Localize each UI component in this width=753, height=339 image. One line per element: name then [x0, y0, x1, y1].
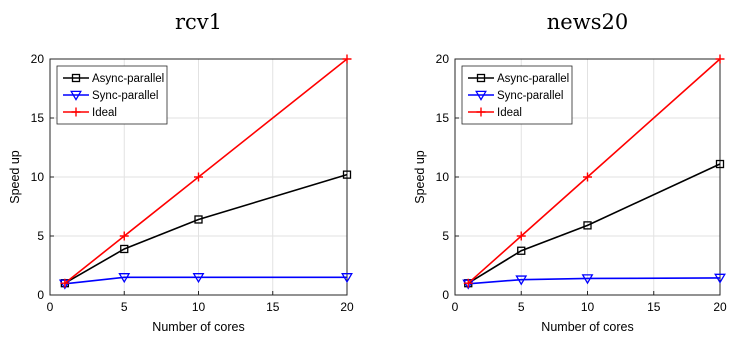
data-point-marker	[583, 172, 592, 182]
y-axis-label: Speed up	[8, 150, 22, 204]
data-point-marker	[120, 244, 129, 254]
legend-marker	[476, 73, 486, 83]
legend-entry-label: Async-parallel	[497, 73, 569, 85]
legend-entry-label: Ideal	[497, 107, 522, 119]
series-line-2	[467, 58, 721, 284]
x-tick-label: 20	[713, 300, 727, 314]
data-point-marker	[342, 170, 352, 179]
data-point-marker	[342, 54, 352, 64]
data-point-marker	[60, 278, 70, 288]
chart-panel: 0 5 10 15 20 0 5 10 15 20 rcv1 Number of cores Speed…	[8, 10, 354, 334]
x-tick-label: 0	[47, 300, 54, 314]
series-line-0	[467, 163, 721, 284]
series-line-0	[64, 173, 348, 284]
y-tick-label: 20	[31, 52, 45, 66]
y-tick-label: 10	[436, 170, 450, 184]
data-point-marker	[341, 273, 353, 284]
data-point-marker	[581, 274, 594, 285]
x-tick-label: 15	[266, 300, 280, 314]
data-point-marker	[714, 273, 726, 284]
y-tick-label: 5	[442, 229, 449, 243]
data-point-marker	[517, 246, 526, 255]
y-tick-label: 5	[37, 229, 44, 243]
y-tick-label: 15	[31, 111, 45, 125]
chart-title: news20	[547, 10, 628, 34]
x-tick-label: 20	[340, 300, 354, 314]
x-tick-label: 0	[452, 300, 459, 314]
y-axis-label: Speed up	[413, 150, 427, 204]
data-point-marker	[118, 273, 131, 284]
legend-marker	[71, 107, 81, 117]
x-axis-label: Number of cores	[541, 320, 633, 334]
legend-marker	[476, 107, 486, 117]
legend-entry-label: Async-parallel	[92, 73, 164, 85]
legend-marker	[70, 90, 82, 101]
series-line-1	[64, 276, 347, 285]
chart-title: rcv1	[175, 10, 222, 34]
data-point-marker	[583, 221, 592, 230]
y-tick-label: 15	[436, 111, 450, 125]
chart-panel: 0 5 10 15 20 0 5 10 15 20 news20 Number of cores Spe…	[413, 10, 727, 334]
y-tick-label: 10	[31, 170, 45, 184]
data-point-marker	[194, 172, 203, 182]
series-line-1	[468, 277, 721, 285]
y-tick-label: 0	[37, 288, 44, 302]
x-tick-label: 5	[518, 300, 525, 314]
data-point-marker	[516, 231, 526, 241]
legend-marker	[475, 90, 487, 101]
legend-entry-label: Ideal	[92, 107, 117, 119]
x-tick-label: 10	[192, 300, 206, 314]
data-point-marker	[515, 275, 528, 286]
legend-entry-label: Sync-parallel	[92, 90, 158, 102]
legend-marker	[71, 73, 81, 83]
x-tick-label: 5	[121, 300, 128, 314]
x-axis-label: Number of cores	[152, 320, 244, 334]
data-point-marker	[715, 159, 725, 169]
data-point-marker	[463, 278, 473, 288]
data-point-marker	[192, 273, 205, 284]
series-line-2	[64, 58, 348, 284]
x-tick-label: 15	[647, 300, 661, 314]
data-point-marker	[715, 54, 725, 64]
y-tick-label: 0	[442, 288, 449, 302]
data-point-marker	[119, 231, 129, 241]
y-tick-label: 20	[436, 52, 450, 66]
x-tick-label: 10	[581, 300, 595, 314]
data-point-marker	[194, 215, 203, 224]
legend-entry-label: Sync-parallel	[497, 90, 563, 102]
